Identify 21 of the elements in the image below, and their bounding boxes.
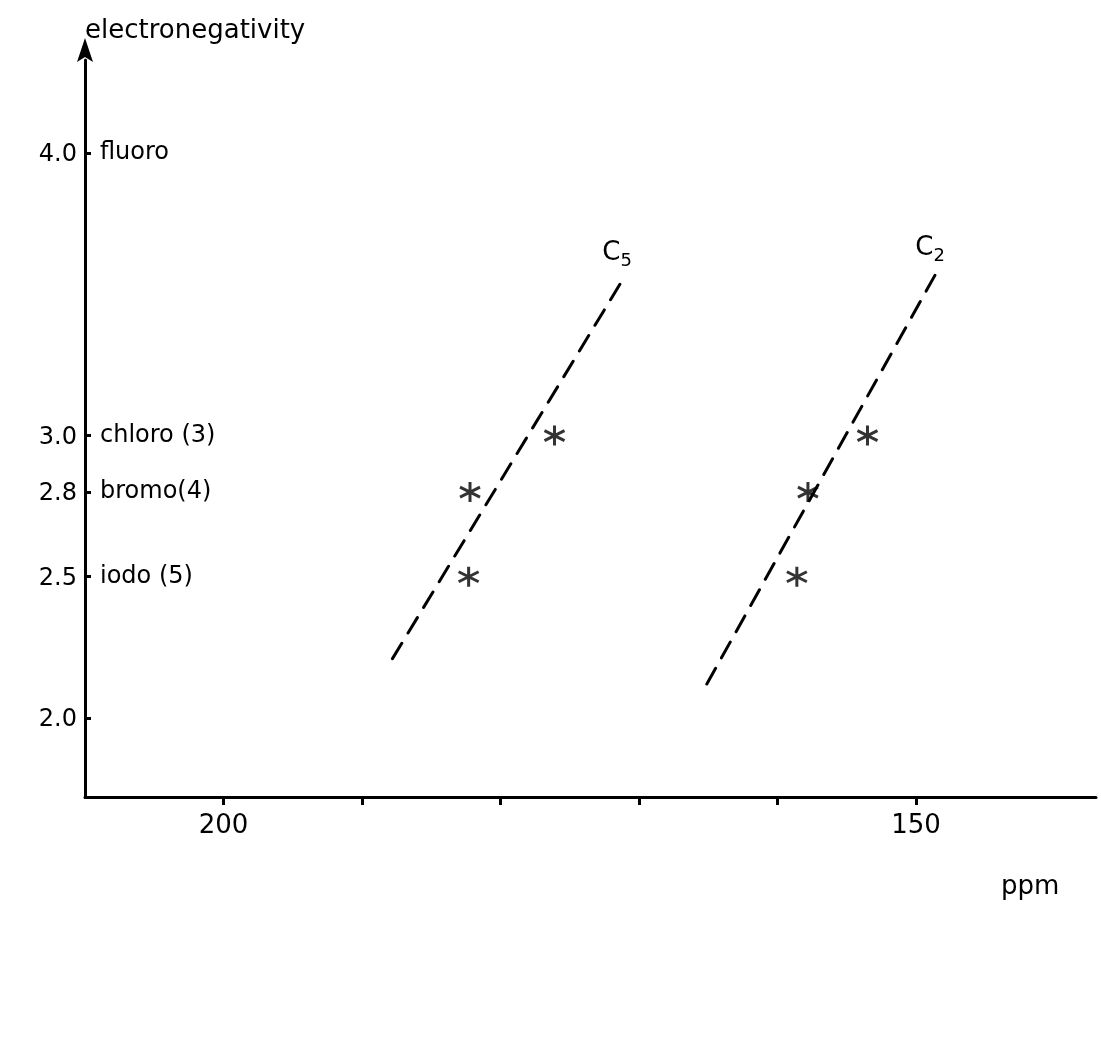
series-label: C$_{2}$ [915, 230, 945, 265]
point [855, 424, 879, 448]
point [457, 565, 481, 589]
y-tick-label: 4.0 [38, 139, 77, 168]
point [785, 565, 809, 589]
y-tick-label: 2.5 [38, 562, 77, 591]
y-tick-label: 2.8 [38, 478, 77, 507]
y-tick-label: 2.0 [38, 703, 77, 732]
point [542, 424, 566, 448]
point [458, 480, 482, 504]
y-axis-title: electronegativity [85, 14, 306, 44]
x-axis-title: ppm [1001, 870, 1060, 900]
annotation: chloro (3) [100, 419, 216, 448]
annotation: iodo (5) [100, 560, 193, 589]
x-tick-label: 150 [891, 809, 941, 839]
point [796, 480, 820, 504]
y-tick-label: 3.0 [38, 421, 77, 450]
x-tick-label: 200 [198, 809, 249, 839]
annotation: bromo(4) [100, 476, 212, 505]
annotation: fluoro [100, 137, 170, 166]
series-label: C$_{5}$ [602, 236, 632, 271]
